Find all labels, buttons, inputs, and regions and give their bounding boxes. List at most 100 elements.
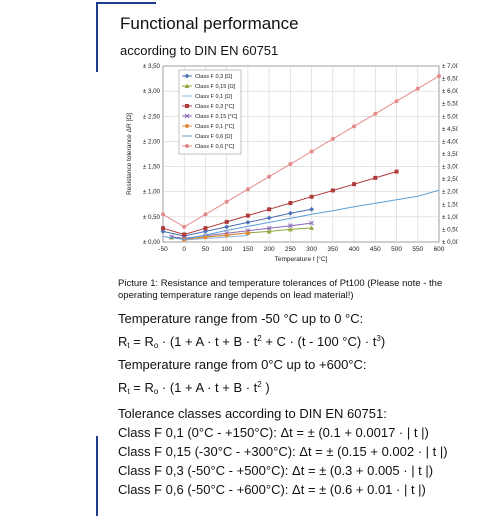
- series-line: [162, 208, 312, 237]
- data-point: [182, 232, 187, 237]
- x-tick-label: 300: [306, 246, 317, 253]
- series-line: [162, 75, 440, 228]
- legend-label: Class F 0,6 [°C]: [195, 144, 235, 150]
- data-point: [185, 124, 189, 128]
- data-point: [224, 199, 229, 204]
- data-point: [203, 212, 208, 217]
- data-point: [224, 224, 230, 230]
- figure-caption: Picture 1: Resistance and temperature to…: [118, 278, 443, 301]
- y-tick-label: ± 1,50: [143, 164, 161, 171]
- y-tick-label: ± 0,50: [143, 214, 161, 221]
- page-subtitle: according to DIN EN 60751: [120, 43, 279, 58]
- data-point: [245, 187, 250, 192]
- data-point: [309, 220, 314, 226]
- x-tick-label: 150: [242, 246, 253, 253]
- x-tick-label: 0: [182, 246, 186, 253]
- series-class-f-0-3-c-: [161, 169, 399, 237]
- data-point: [415, 86, 420, 91]
- series-line: [162, 171, 397, 236]
- data-point: [287, 210, 293, 216]
- y-tick-label: ± 2,00: [143, 138, 161, 145]
- x-tick-label: 50: [202, 246, 210, 253]
- legend-entry: Class F 0,3 [°C]: [182, 104, 235, 110]
- legend-entry: Class F 0,3 [Ω]: [182, 73, 233, 80]
- x-tick-label: 100: [221, 246, 232, 253]
- data-point: [266, 215, 272, 221]
- data-point: [288, 223, 293, 229]
- legend-label: Class F 0,6 [Ω]: [195, 134, 233, 140]
- data-point: [185, 104, 189, 108]
- series-class-f-0-1-: [184, 235, 248, 241]
- tolerance-class-f015: Class F 0,15 (-30°C - +300°C): Δt = ± (0…: [118, 444, 448, 459]
- data-point: [288, 201, 293, 206]
- legend-entry: Class F 0,6 [°C]: [182, 144, 235, 150]
- y2-tick-label: ± 5,00: [442, 113, 458, 120]
- x-tick-label: 450: [370, 246, 381, 253]
- data-point: [245, 230, 250, 235]
- data-point: [437, 74, 441, 79]
- y2-tick-label: ± 4,00: [442, 138, 458, 145]
- data-point: [224, 233, 229, 238]
- y2-tick-label: ± 2,00: [442, 189, 458, 196]
- range1-heading: Temperature range from -50 °C up to 0 °C…: [118, 311, 364, 326]
- y2-tick-label: ± 7,00: [442, 63, 458, 70]
- range2-heading: Temperature range from 0°C up to +600°C:: [118, 357, 367, 372]
- range2-formula: Rt = Ro · (1 + A · t + B · t2 ): [118, 380, 270, 396]
- x-tick-label: 550: [412, 246, 423, 253]
- data-point: [245, 219, 251, 225]
- series-line: [184, 232, 248, 240]
- tolerance-class-f06: Class F 0,6 (-50°C - +600°C): Δt = ± (0.…: [118, 482, 426, 497]
- y-tick-label: ± 2,50: [143, 113, 161, 120]
- data-point: [203, 235, 208, 240]
- legend-label: Class F 0,15 [Ω]: [195, 84, 236, 90]
- legend-label: Class F 0,1 [°C]: [195, 124, 235, 130]
- x-tick-label: -50: [158, 246, 168, 253]
- tolerance-class-f03: Class F 0,3 (-50°C - +500°C): Δt = ± (0.…: [118, 463, 434, 478]
- y2-tick-label: ± 1,00: [442, 214, 458, 221]
- data-point: [161, 226, 165, 231]
- x-tick-label: 200: [264, 246, 275, 253]
- x-tick-label: 250: [285, 246, 296, 253]
- legend-entry: Class F 0,6 [Ω]: [182, 134, 233, 140]
- y2-tick-label: ± 0,00: [442, 239, 458, 246]
- data-point: [352, 124, 357, 129]
- x-tick-label: 500: [391, 246, 402, 253]
- data-point: [287, 227, 293, 232]
- data-point: [245, 213, 250, 218]
- y-axis-label: Resistance tolerance ΔR [Ω]: [126, 113, 133, 195]
- data-point: [184, 113, 190, 119]
- data-point: [394, 169, 399, 174]
- data-point: [394, 99, 399, 104]
- data-point: [309, 225, 315, 230]
- x-tick-label: 400: [349, 246, 360, 253]
- data-point: [373, 111, 378, 116]
- data-point: [224, 219, 229, 224]
- y2-tick-label: ± 6,00: [442, 88, 458, 95]
- data-point: [185, 144, 189, 148]
- y2-tick-label: ± 3,50: [442, 151, 458, 158]
- series-line: [171, 222, 312, 239]
- y2-tick-label: ± 4,50: [442, 126, 458, 133]
- data-point: [288, 162, 293, 167]
- legend-entry: Class F 0,15 [°C]: [182, 113, 238, 120]
- legend-label: Class F 0,15 [°C]: [195, 114, 238, 120]
- data-point: [330, 188, 335, 193]
- data-point: [352, 182, 357, 187]
- y2-tick-label: ± 3,00: [442, 164, 458, 171]
- data-point: [203, 229, 208, 234]
- tolerance-class-f01: Class F 0,1 (0°C - +150°C): Δt = ± (0.1 …: [118, 425, 429, 440]
- data-point: [203, 226, 208, 231]
- data-point: [160, 229, 166, 234]
- data-point: [184, 73, 190, 79]
- y-tick-label: ± 3,50: [143, 63, 161, 70]
- page-title: Functional performance: [120, 14, 299, 33]
- tolerance-heading: Tolerance classes according to DIN EN 60…: [118, 406, 387, 421]
- tolerance-chart: -50 0 50 100 150 200 250 300 350 400 450 500 550 600±…: [126, 63, 458, 263]
- data-point: [309, 194, 314, 199]
- data-point: [309, 206, 315, 212]
- legend-label: Class F 0,3 [°C]: [195, 104, 235, 110]
- y-tick-label: ± 3,00: [143, 88, 161, 95]
- data-point: [161, 212, 165, 217]
- y2-tick-label: ± 6,50: [442, 76, 458, 83]
- x-tick-label: 350: [327, 246, 338, 253]
